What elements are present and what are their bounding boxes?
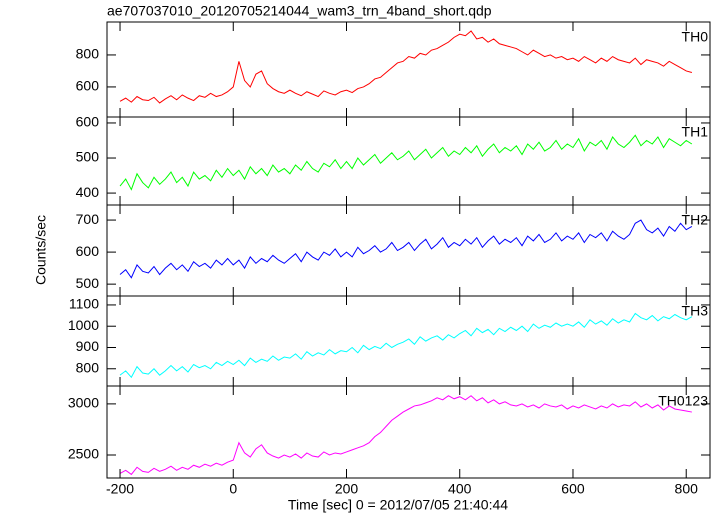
- y-tick-label: 2500: [68, 446, 99, 462]
- y-tick-label: 900: [76, 338, 100, 354]
- y-tick-label: 1000: [68, 317, 99, 333]
- panel-label: TH1: [682, 124, 709, 140]
- x-tick-label: 800: [675, 481, 699, 497]
- panel-label: TH2: [682, 212, 709, 228]
- y-tick-label: 800: [76, 46, 100, 62]
- series-line: [119, 134, 693, 191]
- series-line: [119, 30, 693, 104]
- y-tick-label: 800: [76, 359, 100, 375]
- y-tick-label: 1100: [69, 296, 99, 312]
- x-tick-label: 200: [335, 481, 359, 497]
- series-line: [119, 395, 692, 476]
- panel-frame: [106, 21, 711, 118]
- chart-title: ae707037010_20120705214044_wam3_trn_4ban…: [107, 3, 492, 19]
- panel-frame: [106, 385, 711, 479]
- y-tick-label: 700: [76, 211, 100, 227]
- x-axis-label: Time [sec] 0 = 2012/07/05 21:40:44: [288, 497, 508, 513]
- panel-label: TH0: [682, 29, 709, 45]
- x-tick-label: 0: [229, 481, 237, 497]
- y-tick-label: 600: [76, 114, 100, 130]
- x-tick-label: 400: [448, 481, 472, 497]
- y-axis-label: Counts/sec: [33, 215, 49, 285]
- series-line: [119, 312, 693, 379]
- panel-frame: [106, 116, 711, 206]
- panel-label: TH0123: [658, 393, 708, 409]
- y-tick-label: 3000: [68, 395, 99, 411]
- x-tick-label: -200: [106, 481, 134, 497]
- y-tick-label: 600: [76, 78, 100, 94]
- y-tick-label: 400: [76, 184, 100, 200]
- panel-label: TH3: [682, 303, 709, 319]
- series-line: [119, 219, 693, 279]
- panel-frame: [106, 204, 711, 297]
- x-tick-label: 600: [561, 481, 585, 497]
- y-tick-label: 600: [76, 243, 100, 259]
- y-tick-label: 500: [76, 149, 100, 165]
- panel-frame: [106, 295, 711, 387]
- y-tick-label: 500: [76, 275, 100, 291]
